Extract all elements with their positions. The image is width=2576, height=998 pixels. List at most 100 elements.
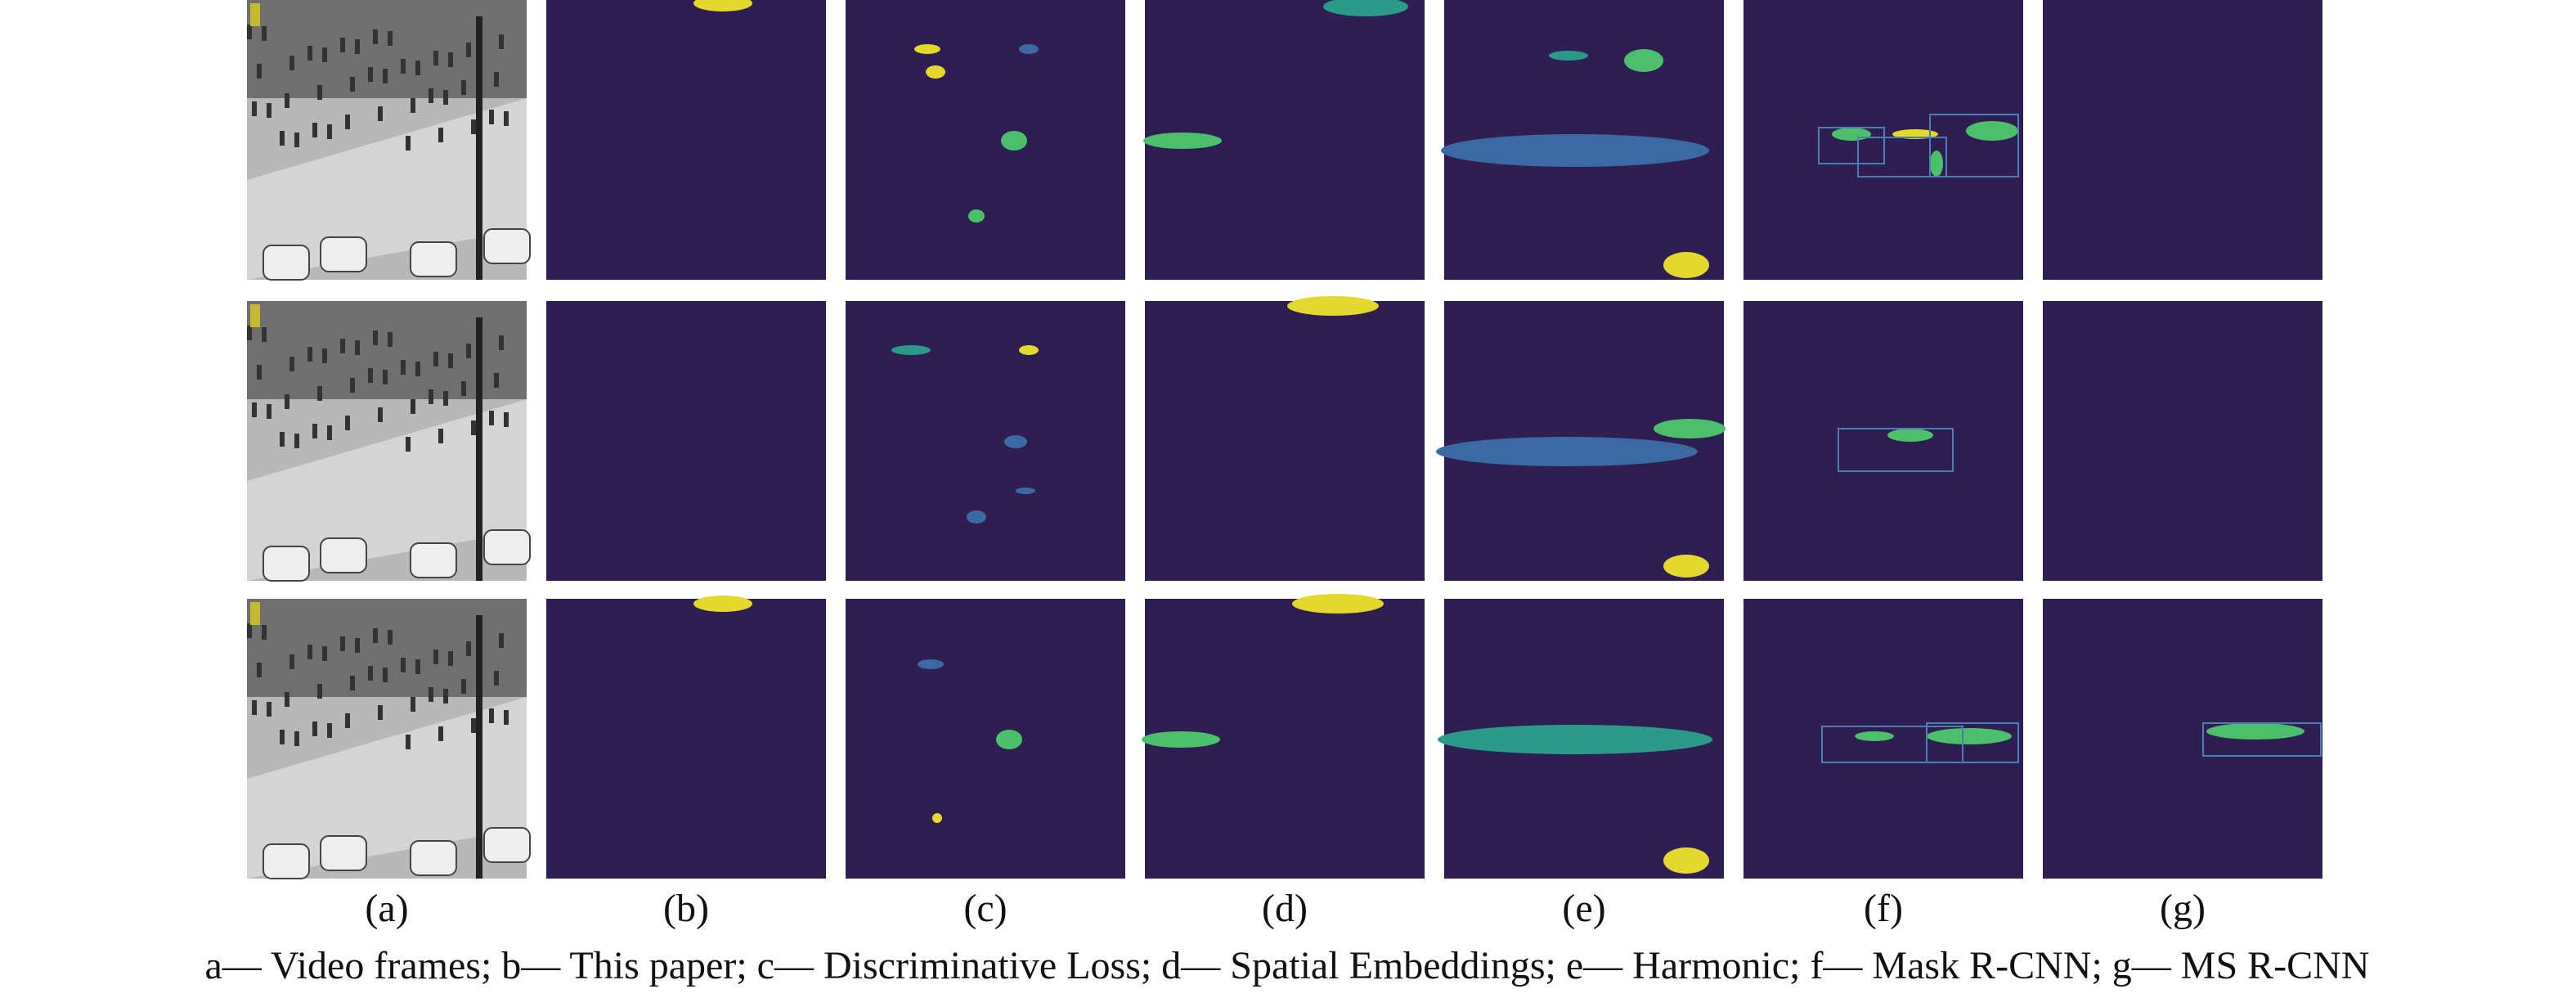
person — [378, 106, 383, 121]
person — [471, 420, 476, 435]
panel-grid — [247, 0, 2322, 879]
person — [340, 38, 345, 52]
car — [410, 542, 457, 578]
person — [350, 77, 355, 92]
person — [285, 692, 289, 707]
person — [415, 659, 420, 674]
person — [327, 425, 332, 440]
person — [355, 39, 360, 54]
person — [388, 332, 393, 347]
instance-mask — [1930, 151, 1943, 177]
frame-tag — [250, 602, 260, 625]
person — [340, 339, 345, 353]
instance-mask — [1663, 555, 1709, 578]
panel-label: (a) — [365, 887, 408, 930]
person — [317, 684, 322, 699]
person — [489, 411, 494, 425]
person — [312, 123, 317, 137]
person — [504, 412, 509, 427]
car — [320, 236, 367, 272]
person — [448, 52, 453, 67]
instance-mask — [968, 209, 985, 223]
person — [355, 638, 360, 653]
person — [438, 726, 443, 741]
caption: a— Video frames; b— This paper; c— Discr… — [204, 944, 2369, 987]
panel — [247, 301, 531, 582]
mask-background — [846, 599, 1125, 879]
person — [499, 633, 504, 648]
person — [285, 93, 289, 108]
bounding-box — [1818, 127, 1885, 164]
person — [415, 61, 420, 75]
panel-label: (e) — [1562, 887, 1605, 930]
panel — [1143, 0, 1425, 280]
panel — [1142, 594, 1425, 879]
instance-mask — [1292, 594, 1384, 614]
person — [411, 697, 415, 712]
person — [401, 658, 406, 672]
bounding-box — [1857, 137, 1947, 178]
pole — [476, 317, 482, 581]
person — [443, 391, 448, 406]
person — [247, 326, 252, 340]
person — [373, 330, 378, 345]
person — [252, 101, 257, 116]
frame-tag — [250, 304, 260, 327]
instance-mask — [1143, 133, 1222, 149]
panel — [846, 599, 1125, 879]
instance-mask — [1142, 731, 1220, 748]
person — [350, 378, 355, 393]
person — [307, 347, 312, 362]
person — [466, 641, 471, 656]
person — [494, 373, 499, 388]
person — [280, 131, 285, 146]
person — [280, 432, 285, 447]
person — [340, 636, 345, 651]
instance-mask — [1441, 134, 1709, 167]
person — [262, 327, 267, 342]
person — [461, 381, 466, 396]
person — [438, 128, 443, 142]
mask-background — [2043, 599, 2322, 879]
car — [263, 843, 310, 879]
instance-mask — [1832, 128, 1871, 141]
person — [489, 708, 494, 723]
car — [483, 228, 531, 264]
car — [263, 546, 310, 582]
pole — [476, 16, 482, 280]
instance-mask — [693, 596, 752, 612]
mask-background — [1744, 301, 2023, 581]
mask-background — [846, 0, 1125, 280]
panel — [1436, 301, 1726, 581]
instance-mask — [926, 65, 945, 79]
person — [327, 723, 332, 738]
person — [368, 67, 373, 82]
panel — [247, 0, 531, 281]
mask-background — [546, 301, 826, 581]
pole — [476, 615, 482, 879]
person — [373, 29, 378, 44]
person — [429, 687, 433, 702]
panel — [1441, 0, 1724, 280]
person — [312, 722, 317, 736]
mask-background — [2043, 301, 2322, 581]
person — [267, 404, 272, 419]
person — [368, 368, 373, 383]
bounding-box — [1838, 428, 1954, 472]
car — [320, 835, 367, 871]
mask-background — [546, 599, 826, 879]
person — [373, 628, 378, 643]
person — [415, 362, 420, 376]
instance-mask — [1287, 296, 1379, 316]
instance-mask — [967, 510, 986, 524]
person — [312, 424, 317, 438]
person — [388, 31, 393, 46]
person — [494, 72, 499, 87]
person — [350, 676, 355, 690]
panel — [2043, 599, 2322, 879]
panel — [546, 596, 826, 879]
person — [322, 47, 327, 62]
person — [466, 344, 471, 358]
car — [410, 840, 457, 876]
